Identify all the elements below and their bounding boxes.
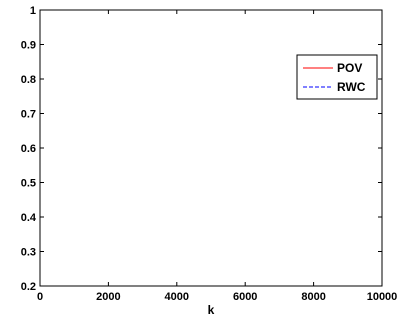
x-axis-label: k (208, 303, 215, 317)
y-tick-label: 0.6 (21, 143, 36, 155)
y-tick-label: 0.9 (21, 40, 36, 52)
y-tick-label: 0.3 (21, 247, 36, 259)
y-tick-label: 1 (30, 5, 36, 17)
x-tick-label: 10000 (367, 291, 398, 303)
y-tick-label: 0.7 (21, 109, 36, 121)
legend: POV RWC (296, 54, 378, 100)
x-tick-label: 8000 (301, 291, 325, 303)
x-tick-label: 6000 (233, 291, 257, 303)
legend-box (296, 54, 378, 100)
x-tick-label: 0 (37, 291, 43, 303)
y-tick-label: 0.5 (21, 178, 36, 190)
x-tick-label: 2000 (96, 291, 120, 303)
x-tick-label: 4000 (165, 291, 189, 303)
y-tick-label: 0.2 (21, 281, 36, 293)
y-tick-label: 0.8 (21, 74, 36, 86)
axes: 0 2000 4000 6000 8000 10000 0.2 0.3 0.4 0.5 0.6 0.7… (21, 5, 398, 303)
legend-label-rwc: RWC (337, 80, 366, 94)
plot-frame (39, 9, 383, 287)
legend-label-pov: POV (337, 61, 362, 75)
y-tick-label: 0.4 (21, 212, 37, 224)
